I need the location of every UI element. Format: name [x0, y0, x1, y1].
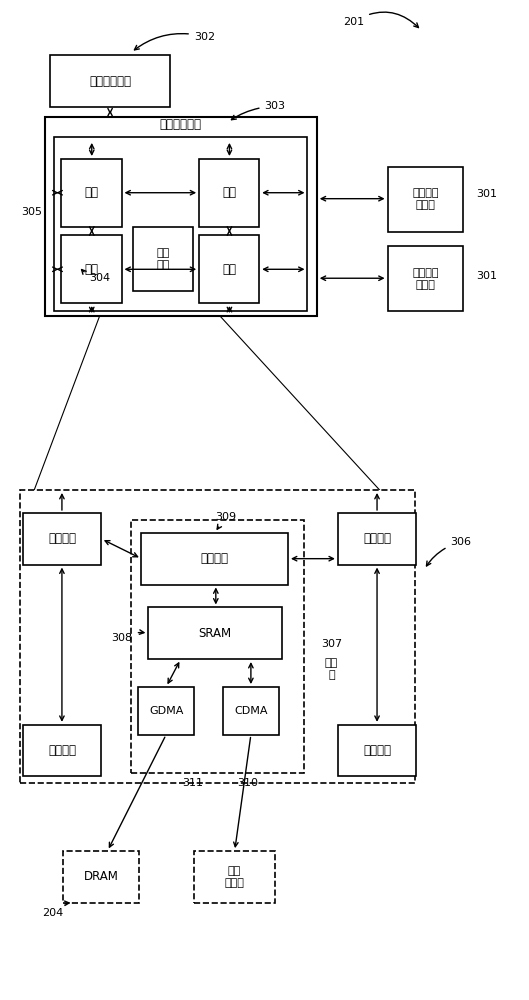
Text: 308: 308	[112, 630, 144, 643]
Bar	[194, 851, 275, 903]
Text: 307: 307	[321, 639, 342, 649]
Text: 311: 311	[183, 778, 203, 788]
Text: 外设通信模块: 外设通信模块	[89, 75, 131, 88]
Bar	[199, 159, 259, 227]
Text: 309: 309	[215, 512, 236, 529]
Text: 处理器核: 处理器核	[363, 744, 391, 757]
Text: 204: 204	[42, 901, 69, 918]
Bar	[50, 55, 170, 107]
Text: 306: 306	[426, 537, 471, 566]
Text: 处理器核: 处理器核	[48, 532, 76, 545]
Text: SRAM: SRAM	[198, 627, 232, 640]
Text: 302: 302	[134, 32, 215, 50]
Bar	[148, 607, 282, 659]
Bar	[133, 227, 193, 291]
Bar	[61, 159, 122, 227]
Text: 303: 303	[232, 101, 286, 120]
Text: GDMA: GDMA	[149, 706, 183, 716]
Text: 集群: 集群	[222, 186, 236, 199]
Text: 处理器核: 处理器核	[48, 744, 76, 757]
Bar	[141, 533, 288, 585]
Text: 外部存储
控制器: 外部存储 控制器	[412, 188, 439, 210]
Bar	[131, 520, 304, 773]
Text: 集群: 集群	[222, 263, 236, 276]
Bar	[63, 851, 139, 903]
Text: CDMA: CDMA	[234, 706, 268, 716]
Text: 201: 201	[343, 12, 418, 28]
Text: 集群: 集群	[85, 186, 98, 199]
Bar	[199, 235, 259, 303]
Bar	[23, 725, 101, 776]
Bar	[44, 117, 317, 316]
Text: 310: 310	[237, 778, 258, 788]
Text: 片上互联模块: 片上互联模块	[160, 118, 202, 131]
Bar	[388, 246, 463, 311]
Bar	[388, 167, 463, 232]
Text: 同步
模块: 同步 模块	[156, 248, 169, 270]
Bar	[338, 513, 416, 565]
Text: 301: 301	[477, 189, 497, 199]
Text: 广播总线: 广播总线	[201, 552, 229, 565]
Text: 304: 304	[81, 270, 110, 283]
Text: 处理器核: 处理器核	[363, 532, 391, 545]
Bar	[61, 235, 122, 303]
Bar	[53, 137, 307, 311]
Text: 其他
存储核: 其他 存储核	[224, 866, 244, 888]
Bar	[138, 687, 194, 735]
Bar	[223, 687, 279, 735]
Text: 301: 301	[477, 271, 497, 281]
Text: 外部存储
控制器: 外部存储 控制器	[412, 268, 439, 290]
Text: 集群: 集群	[85, 263, 98, 276]
Text: 存储
核: 存储 核	[325, 658, 338, 680]
Text: DRAM: DRAM	[84, 870, 118, 883]
Bar	[23, 513, 101, 565]
Text: 305: 305	[21, 207, 42, 217]
Bar	[338, 725, 416, 776]
Bar	[20, 490, 415, 783]
